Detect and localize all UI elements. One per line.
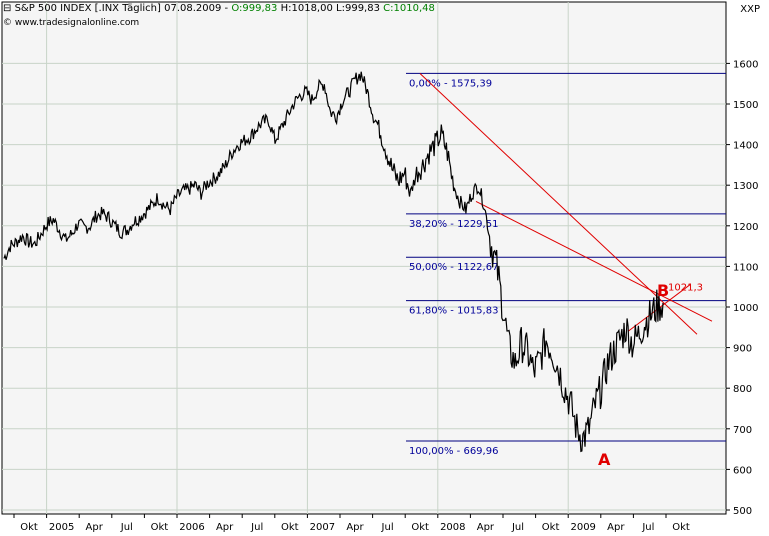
x-tick-label: Apr	[607, 522, 625, 533]
open-value: O:999,83	[231, 3, 278, 14]
y-tick-label: 1200	[733, 222, 758, 233]
x-tick-label: Okt	[672, 522, 690, 533]
x-tick-label: Okt	[20, 522, 38, 533]
x-tick-label: Okt	[542, 522, 560, 533]
chart-header: ⊟ S&P 500 INDEX [.INX Täglich] 07.08.200…	[3, 3, 435, 14]
close-value: C:1010,48	[383, 3, 435, 14]
x-tick-label: 2009	[570, 522, 595, 533]
wave-label-b: B	[657, 281, 669, 300]
y-tick-label: 1300	[733, 181, 758, 192]
y-tick-label: 500	[733, 506, 752, 517]
x-tick-label: Apr	[86, 522, 104, 533]
y-axis: 500 600 700 800 900 1000 1100 1200 1300 1400 1500 1…	[726, 59, 758, 517]
x-tick-label: Okt	[281, 522, 299, 533]
y-tick-label: 600	[733, 465, 752, 476]
low-value: L:999,83	[336, 3, 380, 14]
price-series	[3, 71, 664, 453]
x-tick-label: Apr	[346, 522, 364, 533]
x-tick-label: Jul	[250, 522, 263, 533]
x-tick-label: Apr	[477, 522, 495, 533]
x-tick-label: 2008	[440, 522, 465, 533]
grid-lines	[2, 2, 726, 514]
x-tick-label: 2007	[310, 522, 335, 533]
y-tick-label: 1600	[733, 59, 758, 70]
y-tick-label: 1500	[733, 100, 758, 111]
fibonacci-levels: 0,00% - 1575,39 38,20% - 1229,51 50,00% - …	[406, 72, 726, 457]
x-axis: Okt 2005 Apr Jul Okt 2006 Apr Jul Okt 2007 Apr Jul O…	[13, 514, 690, 533]
fib-level-label: 38,20% - 1229,51	[409, 219, 498, 230]
fib-level-label: 50,00% - 1122,67	[409, 262, 498, 273]
x-tick-label: Jul	[120, 522, 133, 533]
x-tick-label: Apr	[216, 522, 234, 533]
y-tick-label: 800	[733, 384, 752, 395]
fib-level-label: 100,00% - 669,96	[409, 446, 498, 457]
x-tick-label: Jul	[511, 522, 524, 533]
high-value: H:1018,00	[280, 3, 333, 14]
x-tick-label: Okt	[411, 522, 429, 533]
x-tick-label: Jul	[641, 522, 654, 533]
x-tick-label: Jul	[381, 522, 394, 533]
y-tick-label: 700	[733, 425, 752, 436]
wave-label-a: A	[598, 450, 611, 469]
y-tick-label: 1100	[733, 262, 758, 273]
price-line	[3, 71, 664, 453]
x-tick-label: Okt	[151, 522, 169, 533]
header-date: 07.08.2009	[164, 3, 222, 14]
y-tick-label: 900	[733, 344, 752, 355]
x-tick-label: 2006	[179, 522, 204, 533]
y-tick-label: 1000	[733, 303, 758, 314]
collapse-icon[interactable]: ⊟	[3, 3, 15, 14]
x-tick-label: 2005	[49, 522, 74, 533]
fib-level-label: 61,80% - 1015,83	[409, 306, 498, 317]
symbol-label: XXP	[740, 4, 760, 15]
y-tick-label: 1400	[733, 141, 758, 152]
trend-line-lower	[475, 200, 713, 322]
wave-value-label: 1021,3	[668, 282, 703, 293]
source-credit: © www.tradesignalonline.com	[3, 18, 140, 28]
instrument-title: S&P 500 INDEX [.INX Täglich]	[14, 3, 161, 14]
fib-level-label: 0,00% - 1575,39	[409, 78, 492, 89]
trend-line-upper	[419, 73, 698, 335]
